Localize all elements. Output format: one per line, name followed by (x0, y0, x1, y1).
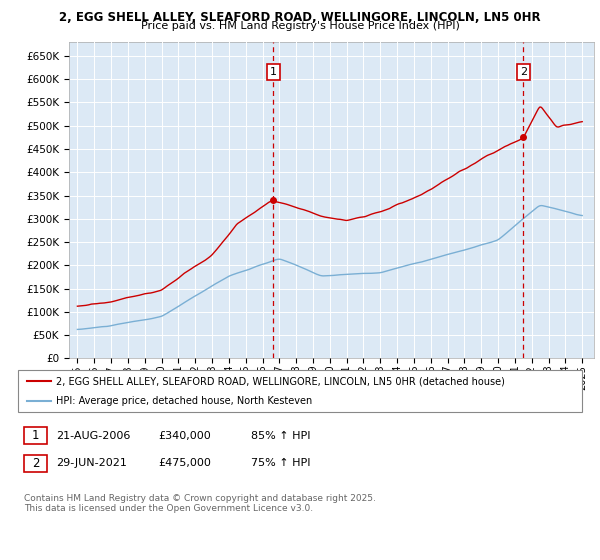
Text: Contains HM Land Registry data © Crown copyright and database right 2025.
This d: Contains HM Land Registry data © Crown c… (24, 494, 376, 514)
Text: 2: 2 (520, 67, 527, 77)
Text: 85% ↑ HPI: 85% ↑ HPI (251, 431, 310, 441)
Text: Price paid vs. HM Land Registry's House Price Index (HPI): Price paid vs. HM Land Registry's House … (140, 21, 460, 31)
Text: 2, EGG SHELL ALLEY, SLEAFORD ROAD, WELLINGORE, LINCOLN, LN5 0HR: 2, EGG SHELL ALLEY, SLEAFORD ROAD, WELLI… (59, 11, 541, 24)
Text: 2: 2 (32, 456, 39, 470)
Text: 21-AUG-2006: 21-AUG-2006 (56, 431, 130, 441)
Text: HPI: Average price, detached house, North Kesteven: HPI: Average price, detached house, Nort… (56, 396, 312, 406)
Text: 1: 1 (32, 429, 39, 442)
Text: 75% ↑ HPI: 75% ↑ HPI (251, 458, 310, 468)
Text: £340,000: £340,000 (158, 431, 211, 441)
Text: £475,000: £475,000 (158, 458, 211, 468)
Text: 2, EGG SHELL ALLEY, SLEAFORD ROAD, WELLINGORE, LINCOLN, LN5 0HR (detached house): 2, EGG SHELL ALLEY, SLEAFORD ROAD, WELLI… (56, 376, 505, 386)
Text: 1: 1 (270, 67, 277, 77)
Text: 29-JUN-2021: 29-JUN-2021 (56, 458, 127, 468)
